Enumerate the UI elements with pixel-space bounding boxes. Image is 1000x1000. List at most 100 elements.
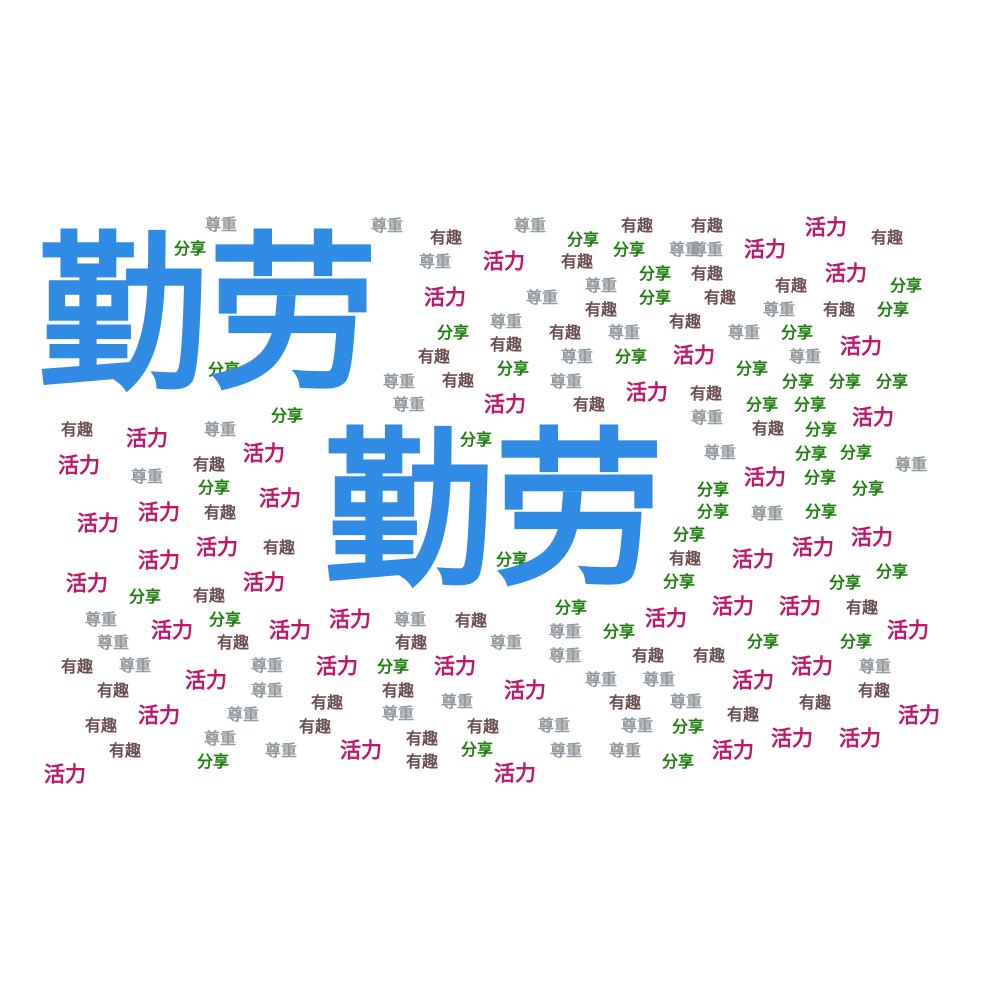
word-有趣: 有趣 [560, 252, 594, 271]
word-活力: 活力 [852, 405, 894, 430]
word-尊重: 尊重 [96, 633, 130, 652]
word-分享: 分享 [828, 372, 862, 391]
word-有趣: 有趣 [441, 371, 475, 390]
word-分享: 分享 [128, 587, 162, 606]
word-活力: 活力 [66, 571, 108, 596]
word-分享: 分享 [875, 372, 909, 391]
word-有趣: 有趣 [668, 549, 702, 568]
word-分享: 分享 [696, 502, 730, 521]
word-尊重: 尊重 [203, 729, 237, 748]
word-有趣: 有趣 [689, 384, 723, 403]
word-活力: 活力 [58, 453, 100, 478]
word-有趣: 有趣 [192, 455, 226, 474]
word-分享: 分享 [495, 550, 529, 569]
word-有趣: 有趣 [620, 216, 654, 235]
word-有趣: 有趣 [96, 681, 130, 700]
word-活力: 活力 [243, 441, 285, 466]
word-分享: 分享 [804, 502, 838, 521]
word-有趣: 有趣 [822, 300, 856, 319]
word-活力: 活力 [77, 511, 119, 536]
word-有趣: 有趣 [60, 657, 94, 676]
word-尊重: 尊重 [690, 408, 724, 427]
word-尊重: 尊重 [393, 610, 427, 629]
word-尊重: 尊重 [440, 692, 474, 711]
word-尊重: 尊重 [894, 455, 928, 474]
word-分享: 分享 [745, 395, 779, 414]
word-活力: 活力 [779, 594, 821, 619]
word-尊重: 尊重 [250, 656, 284, 675]
word-尊重: 尊重 [548, 646, 582, 665]
word-尊重: 尊重 [669, 692, 703, 711]
word-分享: 分享 [875, 562, 909, 581]
word-活力: 活力 [44, 762, 86, 787]
word-分享: 分享 [781, 372, 815, 391]
word-活力: 活力 [732, 547, 774, 572]
word-分享: 分享 [746, 632, 780, 651]
word-尊重: 尊重 [549, 741, 583, 760]
word-有趣: 有趣 [192, 586, 226, 605]
word-分享: 分享 [735, 359, 769, 378]
word-活力: 活力 [126, 426, 168, 451]
word-活力: 活力 [712, 738, 754, 763]
word-尊重: 尊重 [727, 323, 761, 342]
word-分享: 分享 [876, 300, 910, 319]
word-分享: 分享 [638, 264, 672, 283]
word-尊重: 尊重 [370, 216, 404, 235]
word-分享: 分享 [460, 740, 494, 759]
word-尊重: 尊重 [549, 372, 583, 391]
word-活力: 活力 [673, 343, 715, 368]
word-尊重: 尊重 [392, 395, 426, 414]
word-活力: 活力 [484, 392, 526, 417]
word-分享: 分享 [554, 598, 588, 617]
word-有趣: 有趣 [394, 633, 428, 652]
word-有趣: 有趣 [84, 716, 118, 735]
word-有趣: 有趣 [774, 276, 808, 295]
word-分享: 分享 [839, 443, 873, 462]
word-活力: 活力 [504, 678, 546, 703]
word-分享: 分享 [672, 525, 706, 544]
word-有趣: 有趣 [751, 419, 785, 438]
word-活力: 活力 [329, 607, 371, 632]
word-有趣: 有趣 [454, 611, 488, 630]
word-分享: 分享 [566, 230, 600, 249]
word-尊重: 尊重 [607, 323, 641, 342]
word-有趣: 有趣 [548, 323, 582, 342]
word-有趣: 有趣 [417, 347, 451, 366]
word-尊重: 尊重 [620, 716, 654, 735]
word-尊重: 尊重 [489, 633, 523, 652]
word-尊重: 尊重 [537, 716, 571, 735]
word-勤劳: 勤劳 [37, 217, 379, 415]
word-有趣: 有趣 [703, 288, 737, 307]
word-有趣: 有趣 [381, 681, 415, 700]
word-有趣: 有趣 [690, 264, 724, 283]
word-分享: 分享 [459, 430, 493, 449]
word-活力: 活力 [791, 654, 833, 679]
word-有趣: 有趣 [310, 693, 344, 712]
word-尊重: 尊重 [762, 300, 796, 319]
word-有趣: 有趣 [203, 503, 237, 522]
word-有趣: 有趣 [405, 729, 439, 748]
word-活力: 活力 [712, 594, 754, 619]
word-尊重: 尊重 [203, 420, 237, 439]
word-活力: 活力 [898, 703, 940, 728]
word-分享: 分享 [376, 657, 410, 676]
word-活力: 活力 [138, 548, 180, 573]
word-分享: 分享 [851, 479, 885, 498]
word-活力: 活力 [825, 261, 867, 286]
word-活力: 活力 [259, 486, 301, 511]
word-尊重: 尊重 [226, 705, 260, 724]
word-尊重: 尊重 [525, 288, 559, 307]
word-分享: 分享 [197, 478, 231, 497]
word-尊重: 尊重 [584, 276, 618, 295]
word-尊重: 尊重 [381, 704, 415, 723]
word-有趣: 有趣 [608, 693, 642, 712]
word-分享: 分享 [661, 752, 695, 771]
word-活力: 活力 [424, 285, 466, 310]
word-分享: 分享 [662, 572, 696, 591]
word-有趣: 有趣 [572, 395, 606, 414]
word-尊重: 尊重 [84, 610, 118, 629]
word-分享: 分享 [889, 276, 923, 295]
word-活力: 活力 [269, 618, 311, 643]
word-分享: 分享 [612, 240, 646, 259]
word-活力: 活力 [494, 761, 536, 786]
